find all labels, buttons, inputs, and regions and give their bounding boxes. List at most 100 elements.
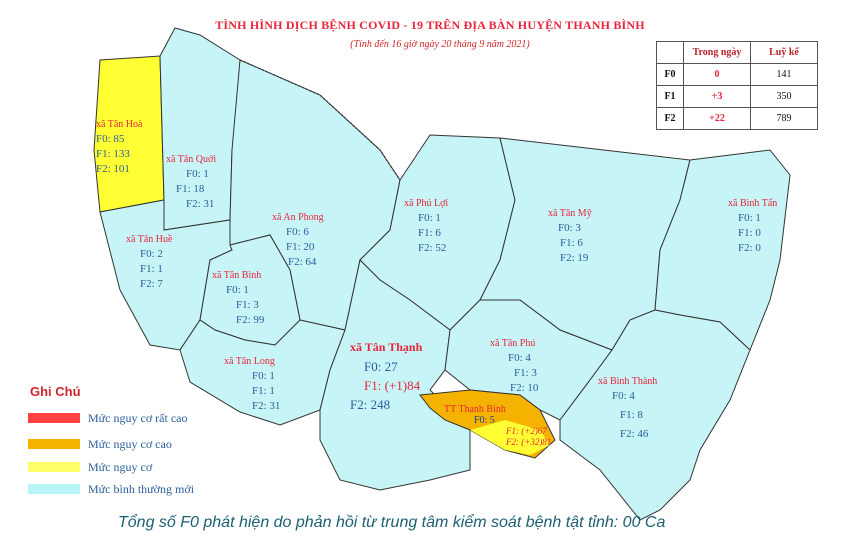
total-value: 350 xyxy=(750,85,818,108)
commune-phu-loi: xã Phú Lợi F0: 1 F1: 6 F2: 52 xyxy=(404,196,448,256)
legend-swatch xyxy=(28,413,80,423)
f2-value: F2: 64 xyxy=(288,256,317,268)
f0-value: F0: 3 xyxy=(558,222,581,234)
f0-value: F0: 4 xyxy=(508,352,531,364)
summary-row-f0: F0 0 141 xyxy=(656,63,818,86)
col-total-header: Luỹ kế xyxy=(750,41,818,64)
summary-corner xyxy=(656,41,684,64)
commune-name: xã Bình Thành xyxy=(598,376,658,387)
legend-label: Mức bình thường mới xyxy=(88,481,195,496)
f2-value: F2: 19 xyxy=(560,252,589,264)
summary-row-f1: F1 +3 350 xyxy=(656,85,818,108)
f2-value: F2: 31 xyxy=(186,198,215,210)
region-tan-thanh xyxy=(319,258,471,491)
summary-header-row: Trong ngày Luỹ kế xyxy=(656,41,818,64)
legend-swatch xyxy=(28,484,80,494)
f2-value: F2: 99 xyxy=(236,314,265,326)
river-line xyxy=(239,59,401,181)
legend-label: Mức nguy cơ cao xyxy=(88,436,172,451)
today-value: 0 xyxy=(683,63,751,86)
commune-name: xã Bình Tấn xyxy=(728,198,778,209)
legend-item-very-high: Mức nguy cơ rất cao xyxy=(28,410,187,426)
legend-swatch xyxy=(28,462,80,472)
commune-name: xã Tân Mỹ xyxy=(548,208,592,219)
legend-item-normal: Mức bình thường mới xyxy=(28,481,194,497)
f2-value: F2: 10 xyxy=(510,382,539,394)
f2-value: F2: 0 xyxy=(738,242,761,254)
legend-item-high: Mức nguy cơ cao xyxy=(28,436,172,452)
commune-name: TT Thanh Bình xyxy=(444,404,506,415)
f1-value: F1: 6 xyxy=(560,237,583,249)
f1-value: F1: 18 xyxy=(176,183,205,195)
region-tt-thanh-binh-inner xyxy=(470,420,550,455)
f0-value: F0: 1 xyxy=(186,168,209,180)
map-subtitle: (Tính đến 16 giờ ngày 20 tháng 9 năm 202… xyxy=(350,39,530,50)
commune-tan-quoi: xã Tân Quới F0: 1 F1: 18 F2: 31 xyxy=(166,152,216,212)
commune-tt-thanh-binh: TT Thanh Bình F0: 5 F1: (+2)67 F2: (+32)… xyxy=(444,404,551,448)
f1-value: F1: 20 xyxy=(286,241,315,253)
f1-value: F1: 1 xyxy=(252,385,275,397)
summary-table: Trong ngày Luỹ kế F0 0 141 F1 +3 350 F2 … xyxy=(656,41,818,130)
f2-value: F2: 248 xyxy=(350,397,391,412)
f0-value: F0: 5 xyxy=(474,415,495,426)
legend-title: Ghi Chú xyxy=(30,384,81,399)
summary-row-f2: F2 +22 789 xyxy=(656,107,818,130)
commune-tan-binh: xã Tân Bình F0: 1 F1: 3 F2: 99 xyxy=(212,268,264,328)
commune-name: xã Tân Hoà xyxy=(96,119,143,130)
commune-name: xã Tân Thạnh xyxy=(350,340,423,354)
total-value: 789 xyxy=(750,107,818,130)
f1-value: F1: (+1)84 xyxy=(364,378,421,393)
commune-name: xã Phú Lợi xyxy=(404,198,449,209)
commune-name: xã Tân Huề xyxy=(126,234,173,245)
commune-binh-thanh: xã Bình Thành F0: 4 F1: 8 F2: 46 xyxy=(598,374,657,442)
f2-value: F2: 7 xyxy=(140,278,163,290)
f1-value: F1: 0 xyxy=(738,227,761,239)
f2-value: F2: 31 xyxy=(252,400,281,412)
legend-swatch xyxy=(28,439,80,449)
map-title: TÌNH HÌNH DỊCH BỆNH COVID - 19 TRÊN ĐỊA … xyxy=(215,18,645,32)
legend-label: Mức nguy cơ rất cao xyxy=(88,410,188,425)
f0-value: F0: 1 xyxy=(738,212,761,224)
commune-tan-hue: xã Tân Huề F0: 2 F1: 1 F2: 7 xyxy=(126,232,172,292)
f0-value: F0: 6 xyxy=(286,226,309,238)
commune-binh-tan: xã Bình Tấn F0: 1 F1: 0 F2: 0 xyxy=(728,196,777,256)
region-binh-thanh xyxy=(559,309,751,521)
f0-value: F0: 1 xyxy=(226,284,249,296)
f0-value: F0: 2 xyxy=(140,248,163,260)
commune-name: xã Tân Quới xyxy=(166,154,217,165)
f1-value: F1: 133 xyxy=(96,148,130,160)
commune-name: xã Tân Bình xyxy=(212,270,262,281)
today-value: +3 xyxy=(683,85,751,108)
f0-value: F0: 1 xyxy=(252,370,275,382)
commune-name: xã Tân Long xyxy=(224,356,275,367)
legend-label: Mức nguy cơ xyxy=(88,459,153,474)
f0-value: F0: 4 xyxy=(612,390,635,402)
f1-value: F1: (+2)67 xyxy=(506,426,547,436)
f0-value: F0: 1 xyxy=(418,212,441,224)
commune-an-phong: xã An Phong F0: 6 F1: 20 F2: 64 xyxy=(272,210,324,270)
commune-tan-thanh: xã Tân Thạnh F0: 27 F1: (+1)84 F2: 248 xyxy=(350,338,422,414)
col-today-header: Trong ngày xyxy=(683,41,751,64)
f1-value: F1: 6 xyxy=(418,227,441,239)
commune-tan-long: xã Tân Long F0: 1 F1: 1 F2: 31 xyxy=(224,354,280,414)
f1-value: F1: 3 xyxy=(236,299,259,311)
total-value: 141 xyxy=(750,63,818,86)
row-label: F0 xyxy=(656,63,684,86)
row-label: F1 xyxy=(656,85,684,108)
f1-value: F1: 1 xyxy=(140,263,163,275)
commune-tan-hoa: xã Tân Hoà F0: 85 F1: 133 F2: 101 xyxy=(96,117,142,177)
f2-value: F2: 52 xyxy=(418,242,447,254)
commune-tan-my: xã Tân Mỹ F0: 3 F1: 6 F2: 19 xyxy=(548,206,592,266)
commune-name: xã An Phong xyxy=(272,212,324,223)
f0-value: F0: 85 xyxy=(96,133,125,145)
f1-value: F1: 8 xyxy=(620,409,643,421)
f2-value: F2: 46 xyxy=(620,428,649,440)
legend-item-risk: Mức nguy cơ xyxy=(28,459,152,475)
f1-value: F1: 3 xyxy=(514,367,537,379)
f0-value: F0: 27 xyxy=(364,359,398,374)
today-value: +22 xyxy=(683,107,751,130)
f2-value: F2: (+32)81 xyxy=(506,437,552,447)
commune-tan-phu: xã Tân Phú F0: 4 F1: 3 F2: 10 xyxy=(490,336,538,396)
footer-note: Tổng số F0 phát hiện do phản hồi từ trun… xyxy=(118,514,666,531)
